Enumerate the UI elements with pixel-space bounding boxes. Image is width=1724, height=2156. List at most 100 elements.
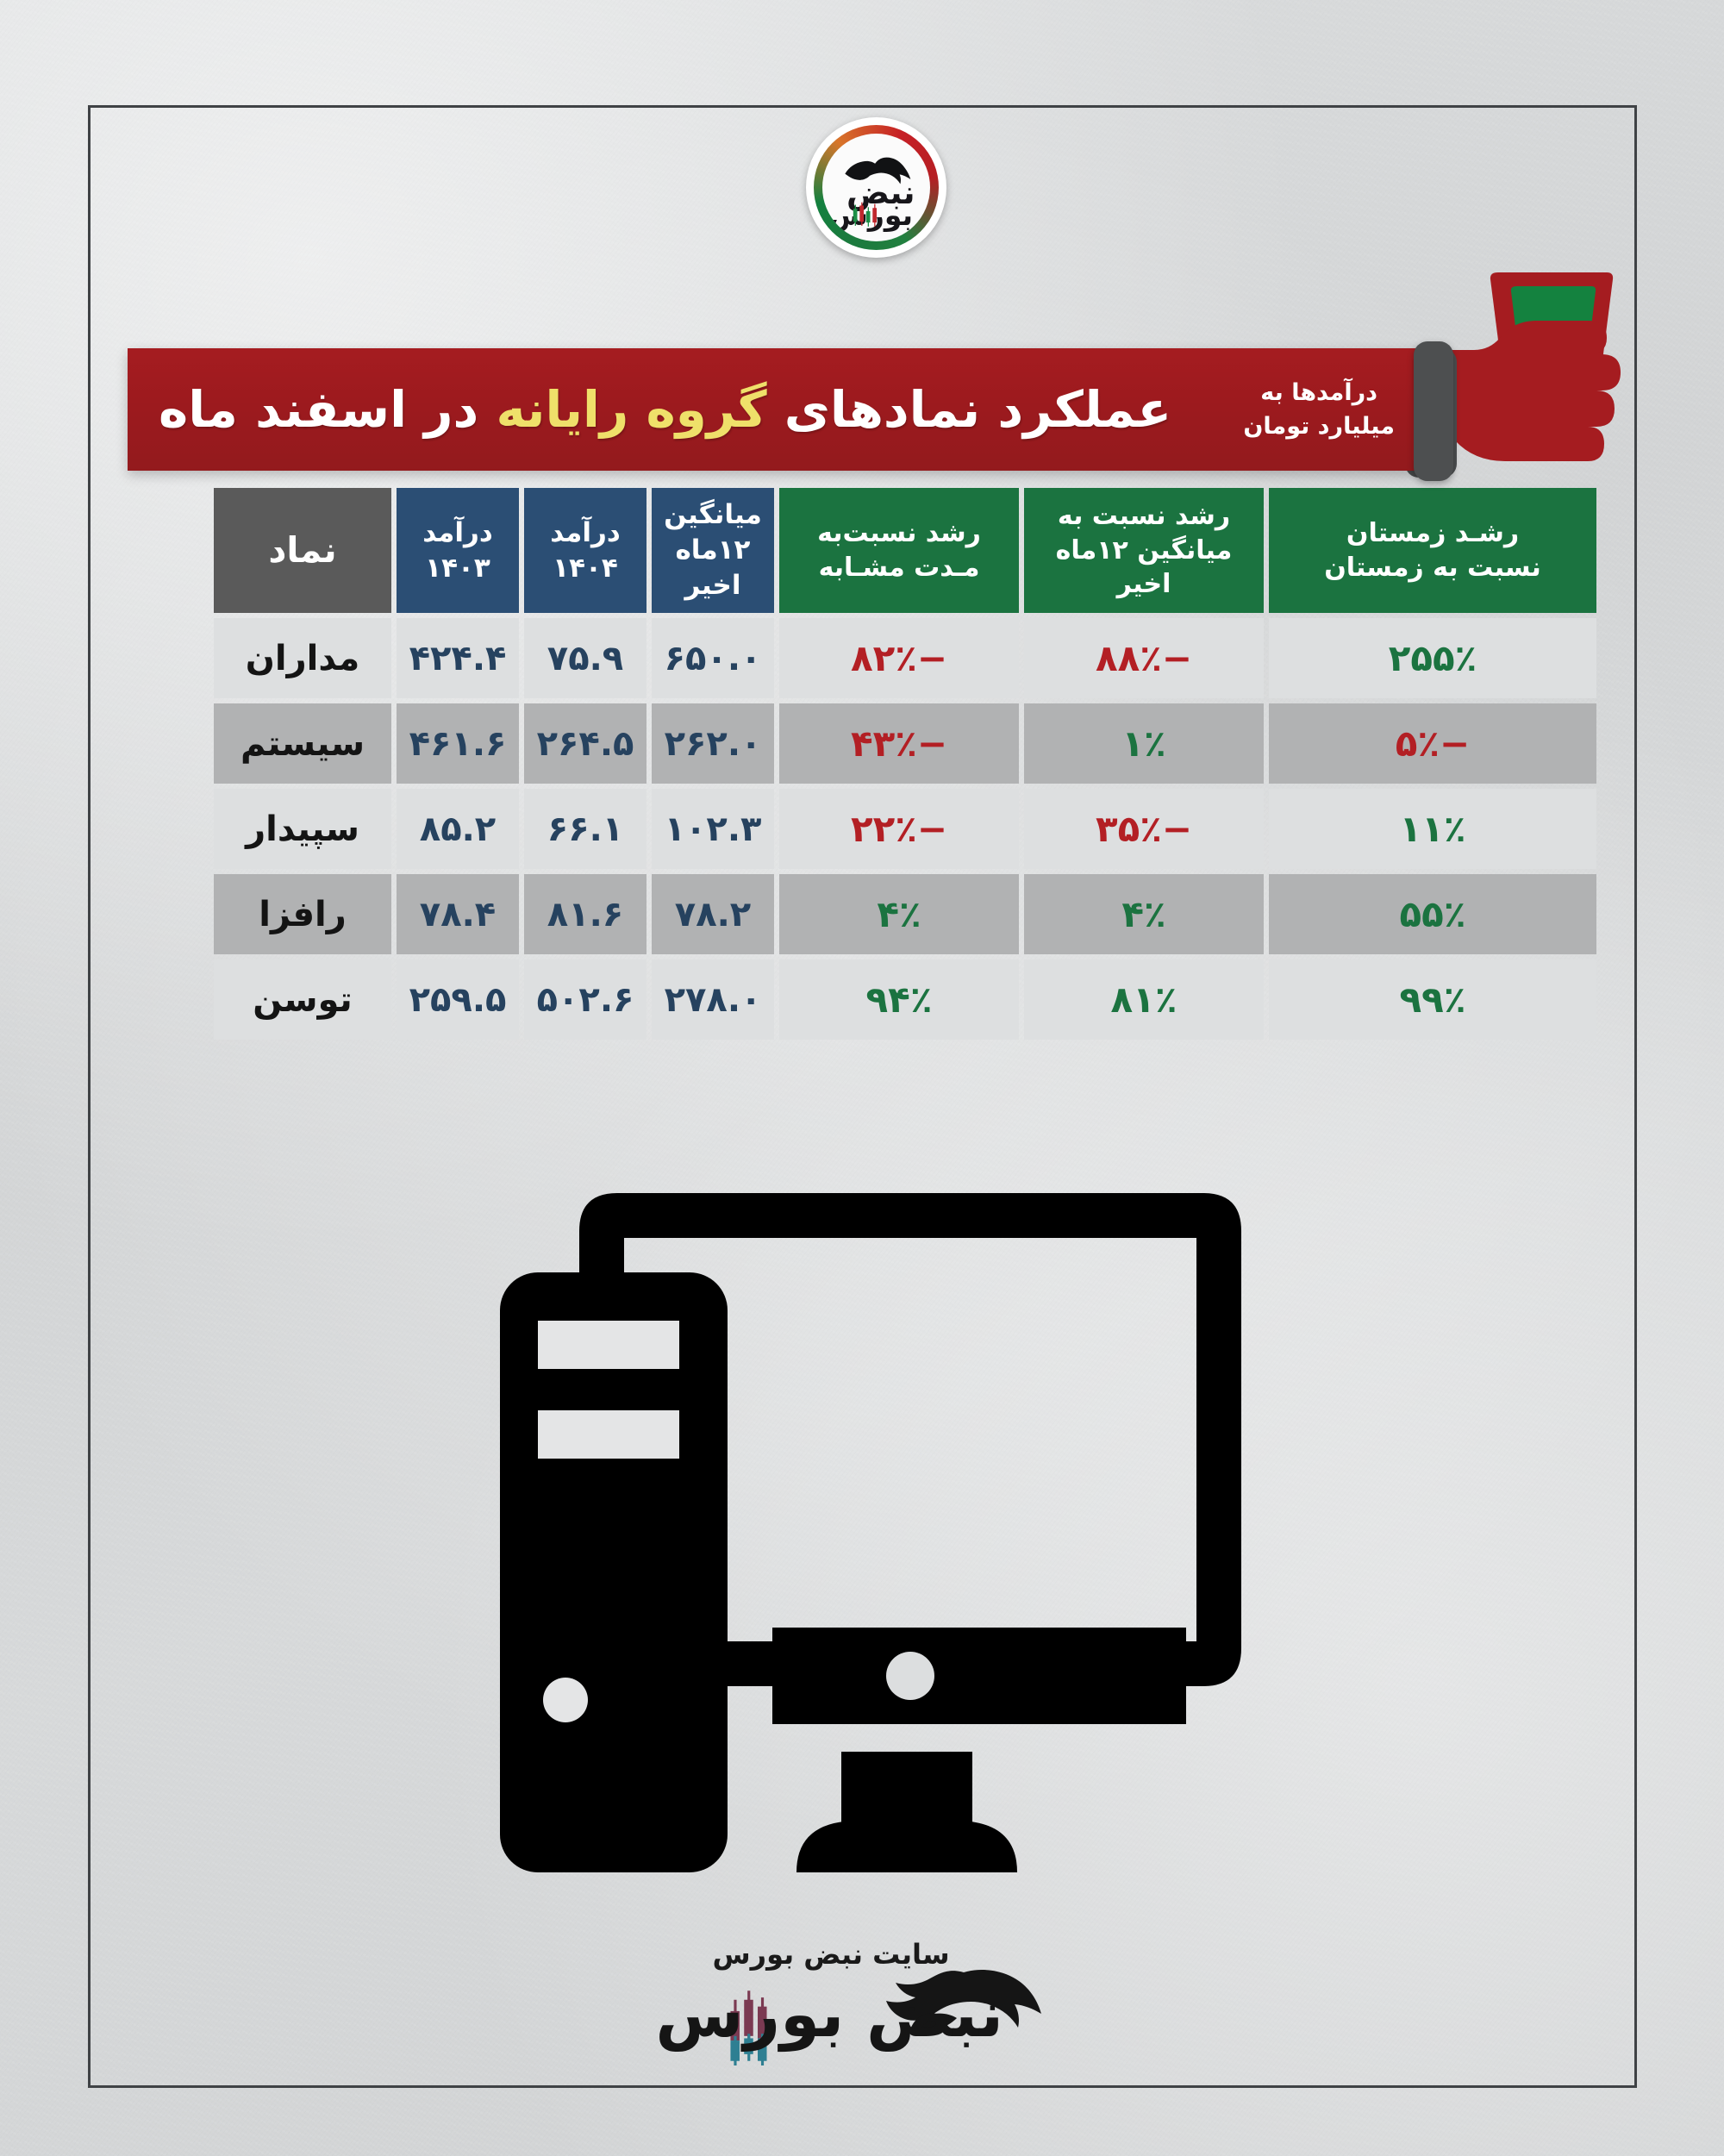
cell-growth-vs-same-period: ۴٪: [779, 874, 1019, 954]
table-row: ۲۵۵٪ −۸۸٪ −۸۲٪ ۶۵۰.۰ ۷۵.۹ ۴۲۴.۴ مداران: [128, 618, 1596, 698]
cell-revenue-1403: ۷۸.۴: [397, 874, 519, 954]
cell-avg-12m: ۱۰۲.۳: [652, 789, 774, 869]
banner-subtitle-line2: میلیارد تومان: [1243, 413, 1395, 440]
cell-revenue-1404: ۲۶۴.۵: [524, 703, 646, 784]
header-line1: درآمد: [422, 516, 493, 548]
footer-wordmark: نبض بورس: [621, 1967, 1103, 2079]
cell-growth-vs-same-period: ۹۴٪: [779, 959, 1019, 1040]
cell-growth-vs-12m-avg: ۸۱٪: [1024, 959, 1264, 1040]
cell-growth-vs-12m-avg: −۳۵٪: [1024, 789, 1264, 869]
value-avg-12m: ۲۶۲.۰: [664, 723, 762, 764]
value-growth-vs-same-period: −۸۲٪: [850, 637, 948, 679]
logo-word-top: نبض: [846, 174, 915, 211]
cell-symbol: مداران: [214, 618, 391, 698]
cell-avg-12m: ۶۵۰.۰: [652, 618, 774, 698]
table-body: ۲۵۵٪ −۸۸٪ −۸۲٪ ۶۵۰.۰ ۷۵.۹ ۴۲۴.۴ مداران −۵٪ ۱٪ −۴۳…: [128, 618, 1596, 1045]
cell-growth-vs-winter: −۵٪: [1269, 703, 1596, 784]
header-line1: نماد: [268, 529, 337, 572]
column-header-avg-12m[interactable]: میانگین ۱۲ماه اخیر: [652, 488, 774, 613]
value-revenue-1403: ۴۶۱.۶: [409, 723, 507, 764]
value-avg-12m: ۶۵۰.۰: [664, 638, 762, 678]
cell-growth-vs-winter: ۱۱٪: [1269, 789, 1596, 869]
header-line1: رشد نسبت به: [1057, 501, 1231, 532]
symbol-label: سپیدار: [246, 809, 359, 849]
value-growth-vs-same-period: −۴۳٪: [850, 722, 948, 765]
value-growth-vs-12m-avg: ۴٪: [1121, 893, 1166, 935]
value-growth-vs-12m-avg: ۸۱٪: [1110, 978, 1177, 1021]
cell-revenue-1403: ۲۵۹.۵: [397, 959, 519, 1040]
symbol-label: رافزا: [259, 894, 347, 934]
table-row: −۵٪ ۱٪ −۴۳٪ ۲۶۲.۰ ۲۶۴.۵ ۴۶۱.۶ سیستم: [128, 703, 1596, 784]
value-revenue-1403: ۴۲۴.۴: [409, 638, 507, 678]
cell-growth-vs-winter: ۹۹٪: [1269, 959, 1596, 1040]
header-line2: مـدت مشـابه: [818, 552, 980, 583]
column-header-growth-vs-12m-avg[interactable]: رشد نسبت به میانگین ۱۲ماه اخیر: [1024, 488, 1264, 613]
cell-growth-vs-12m-avg: ۴٪: [1024, 874, 1264, 954]
value-growth-vs-12m-avg: ۱٪: [1121, 722, 1166, 765]
value-growth-vs-winter: ۲۵۵٪: [1388, 637, 1477, 679]
value-avg-12m: ۷۸.۲: [674, 894, 752, 934]
value-growth-vs-winter: −۵٪: [1395, 722, 1471, 765]
cell-growth-vs-12m-avg: −۸۸٪: [1024, 618, 1264, 698]
table-row: ۵۵٪ ۴٪ ۴٪ ۷۸.۲ ۸۱.۶ ۷۸.۴ رافزا: [128, 874, 1596, 954]
header-line2: ۱۲ماه اخیر: [675, 534, 751, 601]
value-revenue-1403: ۲۵۹.۵: [409, 979, 507, 1020]
cell-growth-vs-12m-avg: ۱٪: [1024, 703, 1264, 784]
column-header-revenue-1404[interactable]: درآمد ۱۴۰۴: [524, 488, 646, 613]
value-avg-12m: ۲۷۸.۰: [664, 979, 762, 1020]
header-line1: رشـد زمستان: [1346, 517, 1520, 548]
header-line2: نسبت به زمستان: [1324, 552, 1541, 583]
logo-word-bottom: بورس: [828, 197, 913, 232]
value-avg-12m: ۱۰۲.۳: [664, 809, 762, 849]
symbol-label: توسن: [253, 979, 353, 1020]
header-line1: میانگین: [664, 499, 762, 531]
value-revenue-1404: ۷۵.۹: [547, 638, 624, 678]
bull-icon: [886, 1970, 1041, 2030]
performance-table: رشـد زمستان نسبت به زمستان رشد نسبت به م…: [128, 488, 1596, 1045]
banner-title-prefix: عملکرد نمادهای: [766, 380, 1172, 439]
header-line1: درآمد: [550, 516, 621, 548]
column-header-symbol[interactable]: نماد: [214, 488, 391, 613]
column-header-growth-vs-winter[interactable]: رشـد زمستان نسبت به زمستان: [1269, 488, 1596, 613]
value-revenue-1404: ۶۶.۱: [547, 809, 624, 849]
column-header-growth-vs-same-period[interactable]: رشد نسبت‌به مـدت مشـابه: [779, 488, 1019, 613]
desktop-computer-icon: [500, 1193, 1241, 1872]
value-revenue-1403: ۷۸.۴: [419, 894, 497, 934]
cell-growth-vs-same-period: −۲۲٪: [779, 789, 1019, 869]
header-line2: ۱۴۰۴: [553, 552, 618, 584]
cell-symbol: توسن: [214, 959, 391, 1040]
banner-tab: [1414, 341, 1453, 481]
value-growth-vs-same-period: ۴٪: [877, 893, 921, 935]
value-growth-vs-same-period: −۲۲٪: [850, 808, 948, 850]
cell-symbol: سپیدار: [214, 789, 391, 869]
footer-wordmark-text: نبض بورس: [655, 1978, 1003, 2052]
header-line1: رشد نسبت‌به: [817, 517, 981, 548]
logo-disc: نبض بورس: [822, 134, 930, 241]
cell-revenue-1403: ۴۶۱.۶: [397, 703, 519, 784]
value-revenue-1404: ۵۰۲.۶: [536, 979, 634, 1020]
column-header-revenue-1403[interactable]: درآمد ۱۴۰۳: [397, 488, 519, 613]
cell-revenue-1404: ۸۱.۶: [524, 874, 646, 954]
cell-growth-vs-winter: ۵۵٪: [1269, 874, 1596, 954]
cell-growth-vs-same-period: −۸۲٪: [779, 618, 1019, 698]
value-revenue-1403: ۸۵.۲: [419, 809, 497, 849]
symbol-label: مداران: [245, 638, 360, 678]
value-growth-vs-winter: ۹۹٪: [1399, 978, 1466, 1021]
header-line2: میانگین ۱۲ماه اخیر: [1055, 534, 1233, 600]
candlestick-chart-icon: [853, 202, 877, 227]
cell-symbol: رافزا: [214, 874, 391, 954]
header-line2: ۱۴۰۳: [425, 552, 490, 584]
banner-title: عملکرد نمادهای گروه رایانه در اسفند ماه: [159, 380, 1172, 439]
value-growth-vs-12m-avg: −۸۸٪: [1095, 637, 1193, 679]
cell-revenue-1404: ۵۰۲.۶: [524, 959, 646, 1040]
footer: سایت نبض بورس نبض بورس: [0, 1938, 1724, 2079]
footer-tagline: سایت نبض بورس: [712, 1938, 950, 1971]
cell-avg-12m: ۲۶۲.۰: [652, 703, 774, 784]
cell-avg-12m: ۷۸.۲: [652, 874, 774, 954]
cell-revenue-1404: ۶۶.۱: [524, 789, 646, 869]
bull-icon: [845, 157, 911, 184]
cell-growth-vs-same-period: −۴۳٪: [779, 703, 1019, 784]
cell-symbol: سیستم: [214, 703, 391, 784]
banner-title-highlight: گروه رایانه: [496, 380, 768, 439]
cell-growth-vs-winter: ۲۵۵٪: [1269, 618, 1596, 698]
